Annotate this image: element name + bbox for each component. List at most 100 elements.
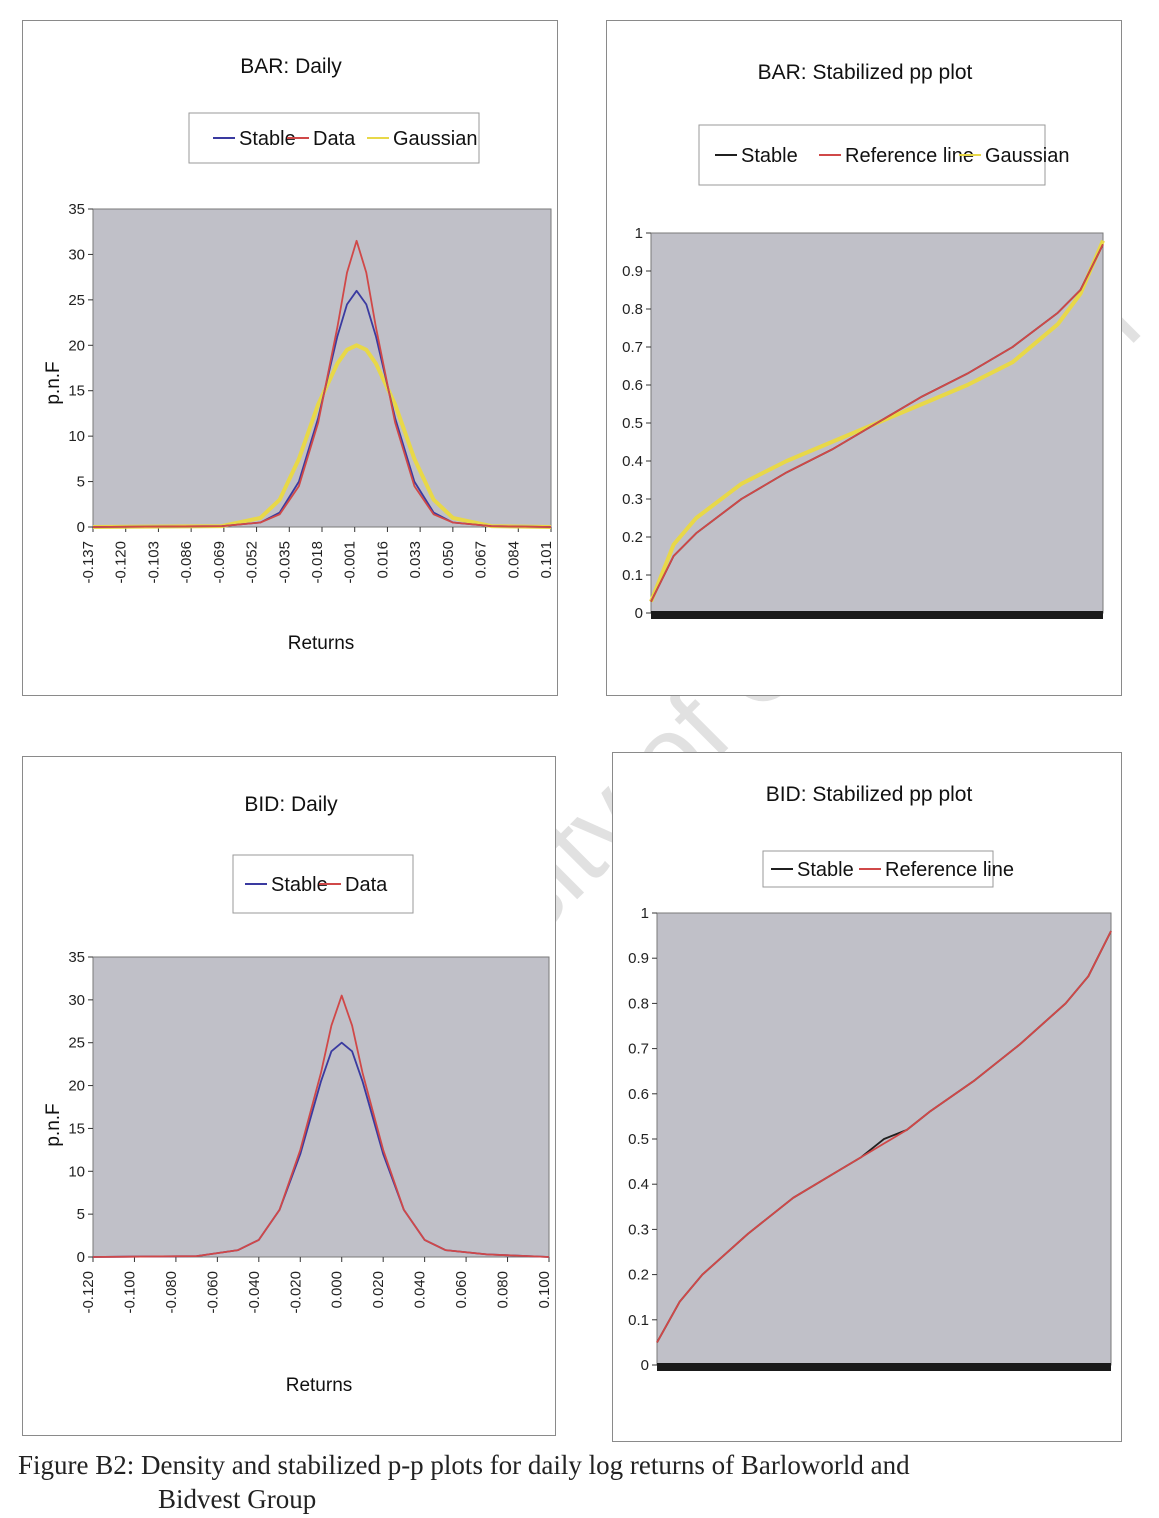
y-tick-label: 0.7 [622, 339, 643, 356]
y-tick-label: 0.3 [622, 491, 643, 508]
x-tick-label: 0.101 [538, 541, 555, 579]
x-tick-label: 0.033 [407, 541, 424, 579]
y-tick-label: 25 [68, 1035, 85, 1052]
caption-line-2: Bidvest Group [158, 1484, 317, 1514]
figure-caption: Figure B2: Density and stabilized p-p pl… [18, 1448, 1138, 1516]
y-tick-label: 0.3 [628, 1221, 649, 1238]
y-tick-label: 1 [635, 225, 643, 242]
x-tick-label: -0.137 [80, 541, 97, 584]
y-tick-label: 1 [641, 905, 649, 922]
x-axis-dense-ticks [657, 1363, 1111, 1371]
y-tick-label: 10 [68, 428, 85, 445]
x-tick-label: 0.060 [453, 1271, 470, 1309]
y-tick-label: 0.4 [622, 453, 643, 470]
y-tick-label: 15 [68, 1120, 85, 1137]
legend-label-gaussian: Gaussian [985, 145, 1070, 167]
x-tick-label: 0.000 [329, 1271, 346, 1309]
x-tick-label: -0.035 [276, 541, 293, 584]
x-tick-label: -0.001 [342, 541, 359, 584]
x-axis-label: Returns [286, 1375, 353, 1396]
legend-label-gaussian: Gaussian [393, 128, 478, 150]
y-tick-label: 5 [77, 474, 85, 491]
y-tick-label: 0 [641, 1357, 649, 1374]
legend-label-stable: Stable [239, 128, 296, 150]
y-tick-label: 0.6 [622, 377, 643, 394]
legend-box [188, 112, 480, 164]
y-tick-label: 0.1 [622, 567, 643, 584]
x-tick-label: 0.040 [412, 1271, 429, 1309]
x-tick-label: -0.040 [246, 1271, 263, 1314]
y-tick-label: 20 [68, 1078, 85, 1095]
series-line-data [92, 994, 550, 1258]
y-tick-label: 0.8 [622, 301, 643, 318]
x-tick-label: -0.080 [163, 1271, 180, 1314]
y-tick-label: 15 [68, 383, 85, 400]
series-line-stable [92, 289, 552, 528]
plot-area [92, 208, 552, 528]
y-tick-label: 0.5 [622, 415, 643, 432]
x-tick-label: 0.084 [505, 541, 522, 579]
x-tick-label: 0.080 [495, 1271, 512, 1309]
x-tick-label: 0.020 [370, 1271, 387, 1309]
legend-label-stable: Stable [797, 859, 854, 881]
y-tick-label: 0.4 [628, 1176, 649, 1193]
y-tick-label: 30 [68, 992, 85, 1009]
chart-panel-bid-pp: BID: Stabilized pp plot Stable Reference l… [612, 752, 1122, 1442]
y-tick-label: 0.1 [628, 1312, 649, 1329]
y-tick-label: 0 [77, 1249, 85, 1266]
legend-label-reference-line: Reference line [885, 859, 1014, 881]
x-tick-label: -0.060 [204, 1271, 221, 1314]
chart-svg-bid-daily: BID: Daily Stable Data 0 5 10 15 20 25 30 35 p.n.F -… [43, 793, 553, 1396]
x-tick-label: 0.100 [536, 1271, 553, 1309]
y-tick-label: 0 [77, 519, 85, 536]
chart-svg-bid-pp: BID: Stabilized pp plot Stable Reference l… [628, 783, 1112, 1374]
y-tick-label: 35 [68, 949, 85, 966]
chart-panel-bar-daily: BAR: Daily Stable Data Gaussian 0 5 10 15 20 25 30… [22, 20, 558, 696]
x-tick-label: 0.050 [440, 541, 457, 579]
x-tick-label: -0.086 [178, 541, 195, 584]
chart-title: BAR: Stabilized pp plot [758, 61, 973, 84]
chart-svg-bar-daily: BAR: Daily Stable Data Gaussian 0 5 10 15 20 25 30… [43, 55, 555, 654]
legend-label-reference-line: Reference line [845, 145, 974, 167]
legend-label-stable: Stable [271, 874, 328, 896]
legend-label-stable: Stable [741, 145, 798, 167]
x-tick-label: -0.069 [211, 541, 228, 584]
y-tick-label: 25 [68, 292, 85, 309]
legend-label-data: Data [345, 874, 388, 896]
x-tick-label: 0.016 [374, 541, 391, 579]
y-tick-label: 0.2 [628, 1267, 649, 1284]
y-tick-label: 0.8 [628, 995, 649, 1012]
series-line-gaussian [92, 343, 552, 529]
y-tick-label: 0.9 [628, 950, 649, 967]
plot-area [92, 956, 550, 1258]
y-tick-label: 10 [68, 1163, 85, 1180]
y-tick-label: 35 [68, 201, 85, 218]
y-tick-label: 0.6 [628, 1086, 649, 1103]
y-tick-label: 0.7 [628, 1041, 649, 1058]
x-tick-label: -0.100 [121, 1271, 138, 1314]
y-tick-label: 0.9 [622, 263, 643, 280]
x-tick-label: -0.020 [287, 1271, 304, 1314]
y-tick-label: 20 [68, 337, 85, 354]
chart-panel-bid-daily: BID: Daily Stable Data 0 5 10 15 20 25 30 35 p.n.F -… [22, 756, 556, 1436]
y-tick-label: 30 [68, 246, 85, 263]
legend-box [698, 124, 1046, 186]
chart-title: BID: Stabilized pp plot [766, 783, 973, 806]
y-tick-label: 0.5 [628, 1131, 649, 1148]
chart-panel-bar-pp: BAR: Stabilized pp plot Stable Reference l… [606, 20, 1122, 696]
series-line-reference-line [656, 930, 1112, 1343]
legend-label-data: Data [313, 128, 356, 150]
series-line-reference-line [650, 244, 1104, 602]
y-tick-label: 0.2 [622, 529, 643, 546]
y-tick-label: 0 [635, 605, 643, 622]
y-axis-label: p.n.F [43, 361, 64, 404]
x-tick-label: -0.120 [80, 1271, 97, 1314]
x-axis-dense-ticks [651, 611, 1103, 619]
chart-svg-bar-pp: BAR: Stabilized pp plot Stable Reference l… [622, 61, 1105, 622]
x-tick-label: -0.018 [309, 541, 326, 584]
chart-title: BID: Daily [244, 793, 338, 816]
series-line-data [92, 239, 552, 528]
x-tick-label: 0.067 [473, 541, 490, 579]
y-tick-label: 5 [77, 1206, 85, 1223]
x-tick-label: -0.103 [145, 541, 162, 584]
